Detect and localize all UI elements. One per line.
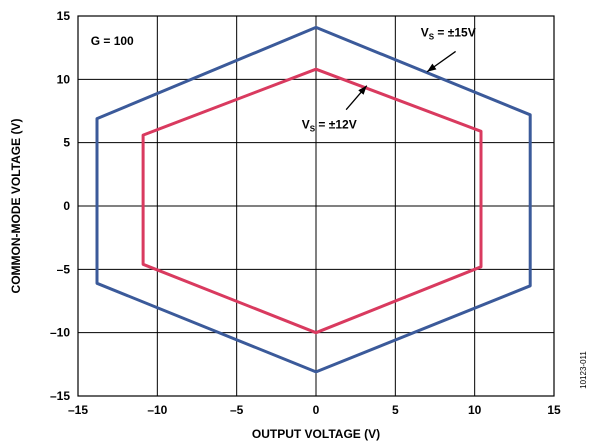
plot-frame — [77, 15, 555, 397]
y-tick-label: –5 — [57, 262, 71, 276]
vs15-label-rest: = ±15V — [434, 25, 476, 39]
x-tick-label: –10 — [147, 403, 167, 417]
y-tick-labels: –15 –10 –5 0 5 10 15 — [50, 9, 70, 403]
x-tick-label: 5 — [392, 403, 399, 417]
annotation-arrows — [345, 50, 457, 111]
vs12-label-sub: S — [310, 125, 316, 134]
series-vs15-line — [95, 25, 532, 374]
vs12-label-main: V — [302, 118, 310, 132]
y-tick-label: –15 — [50, 389, 70, 403]
x-tick-label: 15 — [547, 403, 561, 417]
vs12-annotation: VS = ±12V — [302, 118, 357, 134]
y-tick-label: 0 — [63, 199, 70, 213]
x-tick-label: 10 — [468, 403, 482, 417]
grid — [78, 16, 554, 396]
y-tick-label: 10 — [57, 72, 71, 86]
x-tick-labels: –15 –10 –5 0 5 10 15 — [68, 403, 561, 417]
x-axis-label: OUTPUT VOLTAGE (V) — [252, 427, 380, 441]
y-tick-label: –10 — [50, 326, 70, 340]
figure-id: 10123-011 — [579, 351, 588, 389]
x-tick-label: 0 — [313, 403, 320, 417]
vs15-label-sub: S — [429, 32, 435, 41]
x-tick-label: –5 — [230, 403, 244, 417]
y-tick-label: 5 — [63, 136, 70, 150]
gain-annotation: G = 100 — [91, 34, 134, 48]
vs15-annotation: VS = ±15V — [421, 25, 476, 41]
vs12-label-rest: = ±12V — [315, 118, 357, 132]
series-layer — [95, 25, 532, 374]
series-vs12-line — [141, 67, 483, 335]
annotation-arrow-head — [427, 63, 437, 72]
x-tick-label: –15 — [68, 403, 88, 417]
y-axis-label: COMMON-MODE VOLTAGE (V) — [9, 119, 23, 294]
y-tick-label: 15 — [57, 9, 71, 23]
annotation-arrow-head — [358, 85, 367, 95]
vs15-label-main: V — [421, 25, 429, 39]
